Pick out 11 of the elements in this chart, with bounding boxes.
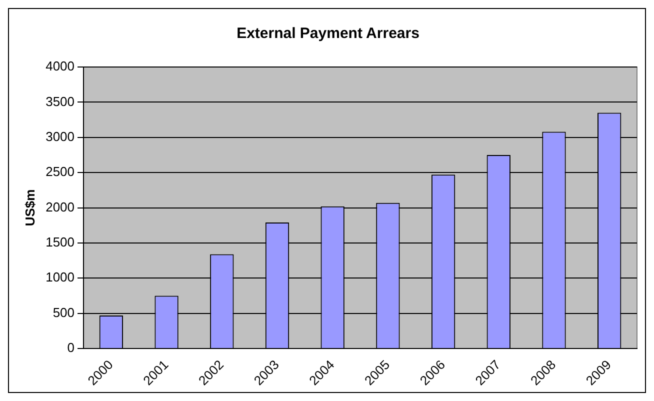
y-tick-label: 3500: [46, 94, 75, 109]
y-tick-label: 1000: [46, 270, 75, 285]
y-tick-label: 4000: [46, 58, 75, 74]
y-tick-label: 500: [52, 304, 75, 320]
y-tick-label: 2000: [46, 199, 75, 214]
y-tick-label: 0: [67, 340, 75, 356]
y-tick-label: 2500: [46, 164, 75, 180]
y-axis-title: US$m: [22, 189, 38, 226]
y-tick-label: 1500: [46, 234, 75, 250]
chart-title: External Payment Arrears: [236, 25, 420, 42]
y-tick-label: 3000: [46, 128, 75, 144]
